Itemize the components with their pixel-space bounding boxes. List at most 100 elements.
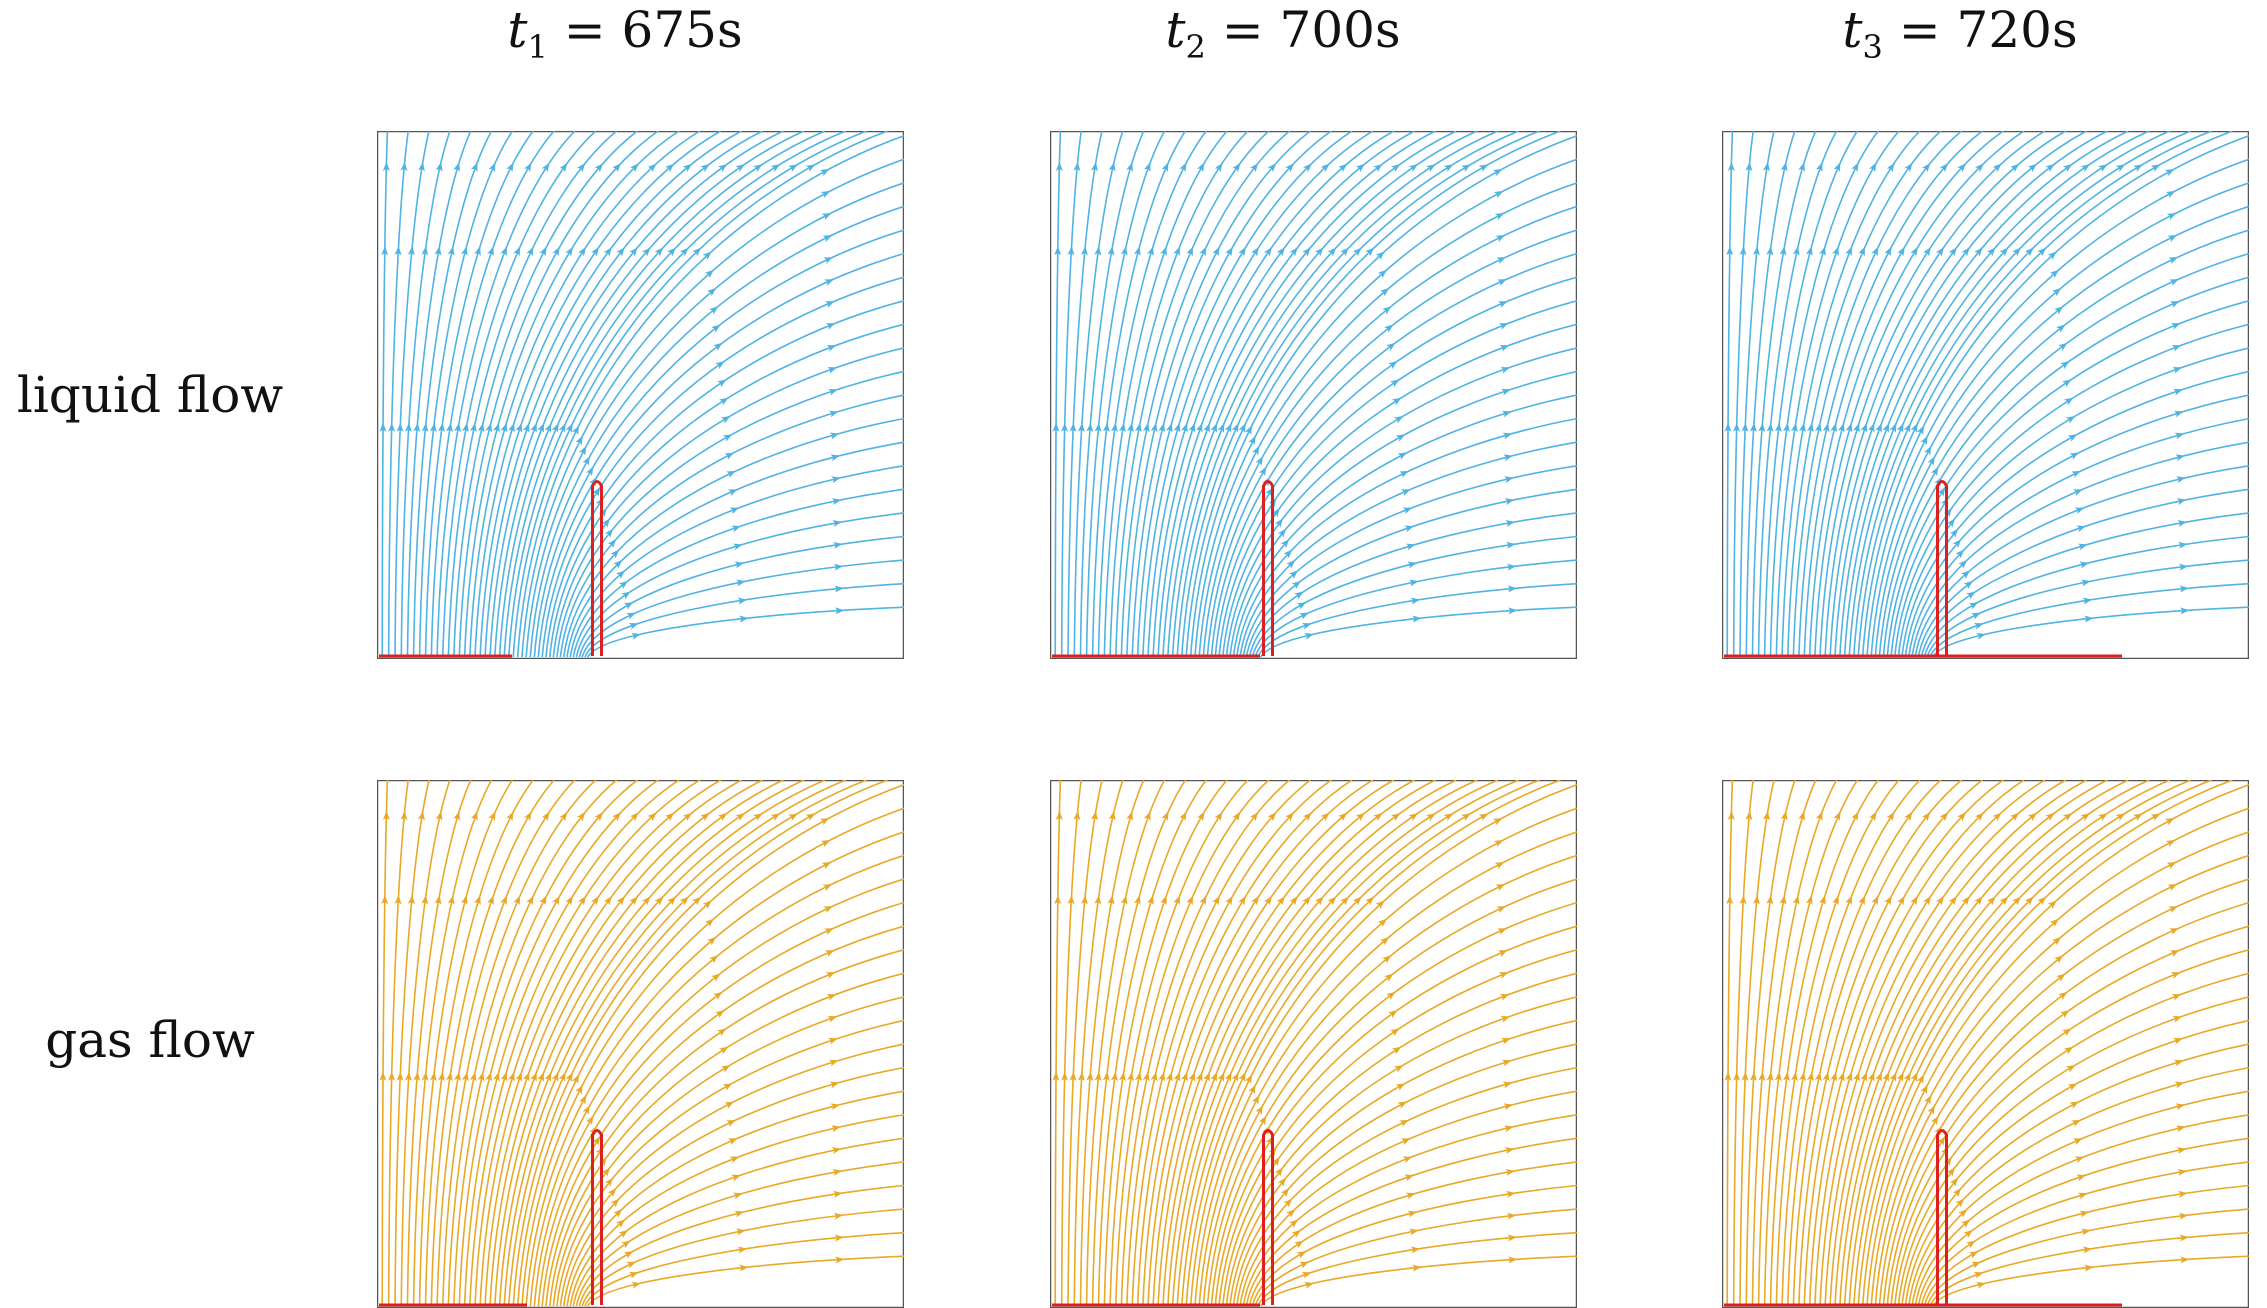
arrowheads [1052, 161, 1518, 640]
flow-arrow [713, 991, 723, 1000]
flow-arrow [819, 817, 830, 826]
flow-arrow [1173, 246, 1180, 257]
flow-arrow [770, 813, 781, 821]
streamline [1206, 878, 1577, 1307]
flow-arrow [1974, 812, 1984, 822]
flow-arrow [1727, 810, 1735, 820]
flow-arrow [429, 1071, 437, 1082]
flow-arrow [1107, 895, 1115, 905]
flow-arrow [1231, 1072, 1239, 1082]
flow-arrow [2063, 812, 2073, 822]
flow-arrow [1267, 812, 1277, 822]
flow-arrow [526, 895, 534, 906]
flow-arrow [1280, 1188, 1290, 1198]
flow-arrow [1886, 162, 1895, 173]
flow-arrow [537, 1072, 544, 1082]
flow-arrow [1291, 1229, 1301, 1239]
arrowheads [1724, 810, 2190, 1289]
flow-arrow [2172, 1016, 2183, 1023]
flow-arrow [1224, 423, 1232, 433]
flow-arrow [582, 1105, 590, 1115]
flow-arrow [460, 246, 468, 256]
flow-arrow [1884, 895, 1892, 906]
flow-arrow [544, 423, 552, 433]
streamline [1874, 854, 2249, 1307]
flow-arrow [1871, 246, 1879, 257]
flow-arrow [1179, 162, 1187, 173]
flow-arrow [1110, 422, 1118, 433]
flow-arrow [541, 811, 550, 822]
flow-arrow [421, 422, 429, 433]
flow-arrow [1896, 423, 1904, 433]
flow-arrow [1903, 1072, 1911, 1082]
flow-arrow [582, 456, 590, 466]
flow-arrow [565, 1072, 573, 1082]
flow-arrow [1252, 1094, 1260, 1105]
flow-arrow [2115, 813, 2126, 821]
flow-arrow [682, 163, 692, 173]
flow-arrow [1314, 896, 1324, 906]
panel-frame [377, 131, 904, 659]
flow-arrow [1960, 1219, 1971, 1228]
flow-arrow [1267, 163, 1277, 173]
flow-arrow [1868, 811, 1877, 822]
flow-arrow [728, 1138, 738, 1145]
flow-arrow [665, 812, 675, 822]
flow-arrow [704, 918, 714, 928]
flow-arrow [1971, 1261, 1981, 1269]
flow-arrow [623, 602, 634, 610]
flow-arrow [434, 895, 442, 905]
flow-arrow [1214, 162, 1223, 173]
flow-arrow [1495, 884, 1506, 892]
flow-arrow [2176, 498, 2187, 506]
flow-arrow [825, 972, 836, 979]
streamline [1897, 347, 2249, 658]
flow-arrow [523, 162, 532, 173]
streamline [1920, 512, 2249, 658]
flow-arrow [1884, 246, 1892, 257]
flow-arrow [1733, 422, 1741, 432]
flow-arrow [1249, 162, 1259, 173]
flow-arrow [1143, 811, 1151, 821]
flow-arrow [565, 423, 573, 433]
pillar-interface [1262, 1129, 1274, 1305]
flow-arrow [1875, 1072, 1882, 1082]
streamline [566, 1090, 904, 1307]
flow-arrow [1052, 1071, 1060, 1081]
flow-arrow [1203, 423, 1210, 433]
flow-arrow [1119, 422, 1126, 433]
flow-arrow [396, 422, 404, 432]
flow-arrow [576, 162, 586, 173]
flow-arrow [621, 1240, 631, 1249]
flow-arrow [2056, 973, 2066, 982]
flow-arrow [1094, 422, 1102, 433]
flow-arrow [1830, 422, 1838, 433]
flow-arrow [2052, 936, 2062, 946]
flow-arrow [2167, 235, 2178, 243]
flow-arrow [1251, 895, 1259, 906]
time-symbol: t [1165, 1, 1186, 59]
flow-arrow [1225, 246, 1233, 257]
flow-arrow [735, 813, 746, 822]
streamline [556, 1019, 904, 1307]
flow-arrow [1244, 425, 1253, 435]
flow-arrow [1501, 1037, 1511, 1045]
flow-arrow [722, 1083, 733, 1091]
streamline [575, 1161, 904, 1307]
flow-arrow [1952, 1188, 1962, 1198]
streamline [575, 512, 904, 658]
flow-arrow [1214, 811, 1223, 822]
flow-arrow [1186, 895, 1194, 906]
flow-arrow [832, 519, 843, 527]
flow-arrow [413, 1071, 421, 1081]
panel-frame [1722, 780, 2249, 1308]
flow-arrow [1258, 466, 1267, 477]
flow-arrow [500, 422, 508, 433]
flow-arrow [831, 1125, 841, 1133]
flow-arrow [579, 445, 587, 456]
flow-arrow [515, 1071, 523, 1082]
streamline [1911, 1090, 2249, 1307]
flow-arrow [1091, 161, 1098, 172]
flow-arrow [1384, 973, 1394, 982]
flow-arrow [1958, 1208, 1968, 1218]
